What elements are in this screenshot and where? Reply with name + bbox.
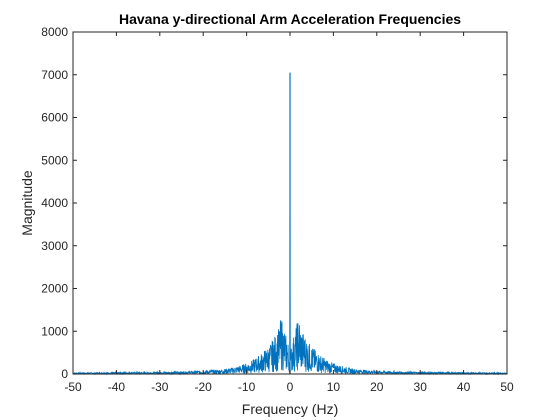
y-tick-label: 3000	[41, 239, 68, 253]
x-tick-label: -40	[108, 380, 126, 394]
x-tick-label: -30	[151, 380, 169, 394]
spectrum-line	[72, 72, 508, 376]
plot-area	[72, 72, 508, 376]
x-tick-label: -10	[238, 380, 256, 394]
y-tick-label: 0	[61, 367, 68, 381]
axes: -50 -40 -30 -20 -10 0 10 20 30 40 50 0 1000 2000 3000 4…	[41, 25, 514, 394]
y-tick-label: 7000	[41, 68, 68, 82]
x-axis-label: Frequency (Hz)	[242, 401, 338, 417]
chart-title: Havana y-directional Arm Acceleration Fr…	[119, 11, 461, 27]
x-tick-label: 50	[500, 380, 514, 394]
y-tick-label: 5000	[41, 153, 68, 167]
x-tick-label: 30	[414, 380, 428, 394]
y-tick-label: 6000	[41, 111, 68, 125]
y-tick-label: 2000	[41, 282, 68, 296]
y-tick-label: 8000	[41, 25, 68, 39]
y-tick-label: 1000	[41, 324, 68, 338]
x-tick-label: 10	[327, 380, 341, 394]
y-axis-label: Magnitude	[19, 170, 35, 236]
x-tick-label: -50	[64, 380, 82, 394]
x-tick-label: 20	[370, 380, 384, 394]
x-tick-label: 0	[287, 380, 294, 394]
x-tick-label: 40	[457, 380, 471, 394]
y-tick-label: 4000	[41, 196, 68, 210]
x-tick-label: -20	[195, 380, 213, 394]
